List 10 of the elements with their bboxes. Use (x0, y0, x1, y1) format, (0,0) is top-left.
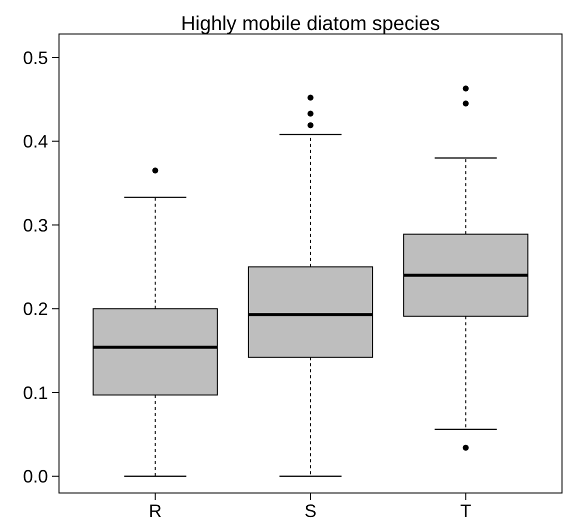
y-tick-label: 0.3 (22, 215, 48, 236)
y-tick-label: 0.5 (22, 48, 48, 68)
chart-title: Highly mobile diatom species (180, 13, 440, 35)
x-tick-label: T (460, 501, 472, 521)
y-tick-label: 0.4 (22, 132, 48, 152)
x-tick-label: S (304, 501, 317, 521)
y-tick-label: 0.2 (22, 299, 48, 320)
y-tick-label: 0.1 (22, 382, 48, 403)
y-tick-label: 0.0 (22, 466, 48, 487)
x-tick-label: R (148, 501, 162, 521)
